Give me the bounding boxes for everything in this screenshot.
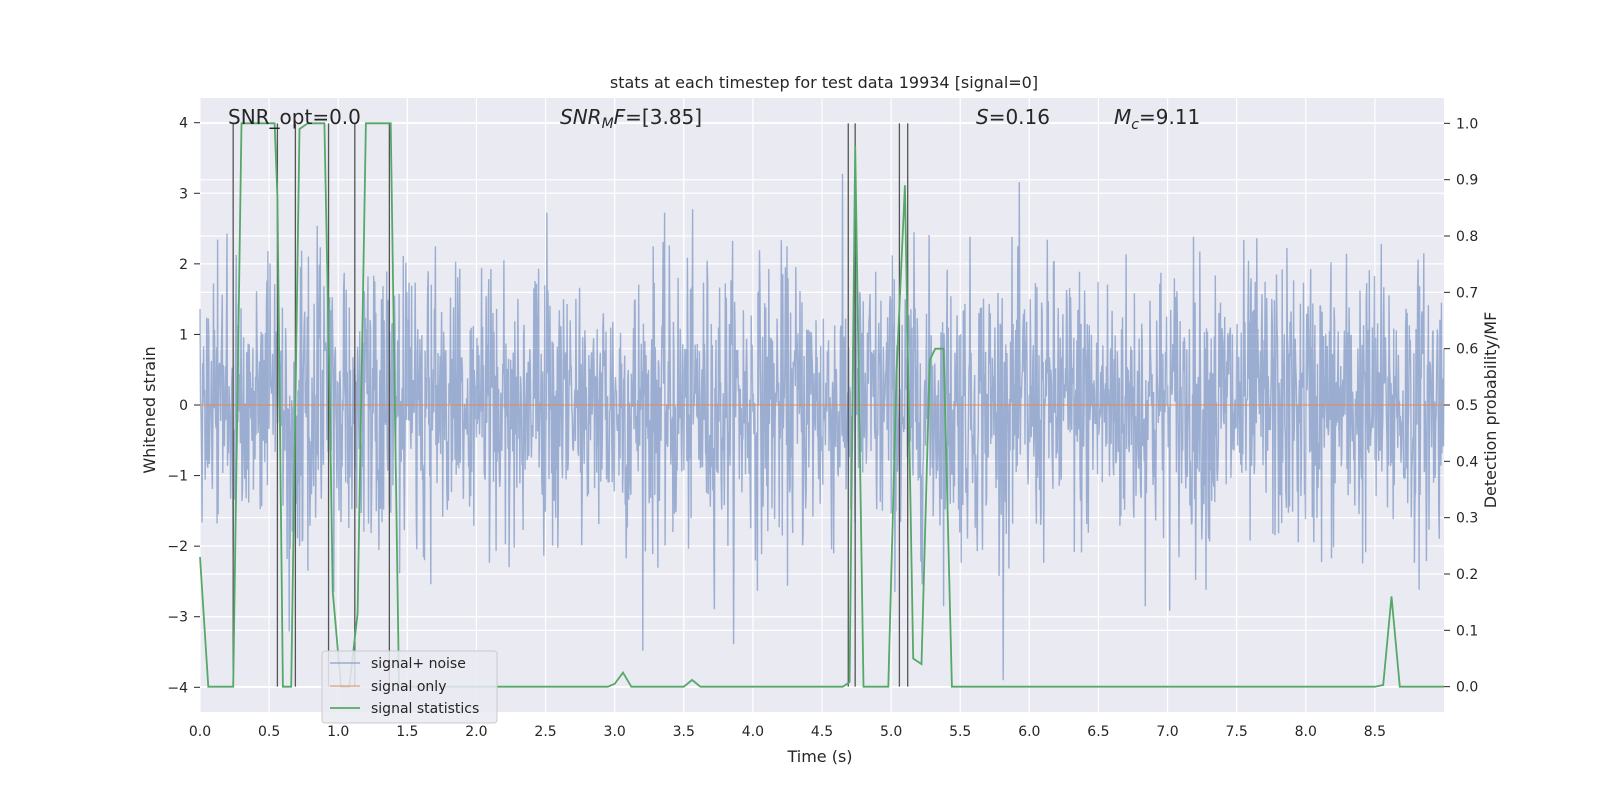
- y2-tick-label: 0.2: [1456, 567, 1478, 583]
- x-tick-label: 2.0: [465, 724, 487, 740]
- x-tick-label: 7.0: [1156, 724, 1178, 740]
- y-tick-label: 0: [179, 398, 188, 414]
- x-tick-label: 6.0: [1018, 724, 1040, 740]
- x-tick-label: 0.0: [189, 724, 211, 740]
- y2-tick-label: 1.0: [1456, 116, 1478, 132]
- y-tick-label: 2: [179, 257, 188, 273]
- y-tick-label: 1: [179, 327, 188, 343]
- y2-tick-label: 0.7: [1456, 285, 1478, 301]
- x-axis-label: Time (s): [786, 747, 852, 766]
- legend-label-signal-only: signal only: [371, 679, 446, 695]
- x-tick-label: 3.5: [673, 724, 695, 740]
- y2-tick-label: 0.0: [1456, 680, 1478, 696]
- annotation-mc: Mc=9.11: [1114, 105, 1200, 133]
- y2-tick-label: 0.8: [1456, 229, 1478, 245]
- signal-plus-noise-line: [199, 173, 1445, 681]
- annotation-snr-opt: SNR_opt=0.0: [228, 105, 361, 129]
- y-tick-label: −2: [167, 539, 188, 555]
- y-tick-label: −1: [167, 469, 188, 485]
- legend: signal+ noise signal only signal statist…: [321, 650, 498, 724]
- x-tick-label: 5.5: [949, 724, 971, 740]
- x-tick-label: 6.5: [1087, 724, 1109, 740]
- y2-axis-label: Detection probability/MF: [1481, 312, 1500, 509]
- y2-axis-ticks: 1.0 0.9 0.8 0.7 0.6 0.5 0.4 0.3 0.2 0.1 0.0: [1444, 116, 1478, 696]
- y-tick-label: −3: [167, 610, 188, 626]
- x-tick-label: 8.5: [1364, 724, 1386, 740]
- x-axis-ticks: 0.0 0.5 1.0 1.5 2.0 2.5 3.0 3.5 4.0 4.5 5.0 5.5 6.0 6…: [189, 724, 1386, 740]
- x-tick-label: 3.0: [604, 724, 626, 740]
- y-axis-ticks: 4 3 2 1 0 −1 −2 −3 −4: [167, 116, 200, 696]
- annotation-s-stat: S=0.16: [976, 105, 1050, 129]
- legend-label-signal-plus-noise: signal+ noise: [371, 656, 466, 672]
- annotation-snr-mf-value: =[3.85]: [625, 105, 702, 129]
- y-tick-label: 4: [179, 116, 188, 132]
- x-tick-label: 0.5: [258, 724, 280, 740]
- svg-text:SNRMF=[3.85]: SNRMF=[3.85]: [560, 105, 702, 132]
- x-tick-label: 4.5: [811, 724, 833, 740]
- y2-tick-label: 0.3: [1456, 511, 1478, 527]
- svg-text:S=0.16: S=0.16: [976, 105, 1050, 129]
- x-tick-label: 7.5: [1226, 724, 1248, 740]
- annotation-s-stat-value: =0.16: [989, 105, 1050, 129]
- annotation-mc-value: =9.11: [1139, 105, 1200, 129]
- y2-tick-label: 0.4: [1456, 454, 1478, 470]
- marker-lines: [232, 123, 909, 687]
- x-tick-label: 2.5: [534, 724, 556, 740]
- x-tick-label: 5.0: [880, 724, 902, 740]
- x-tick-label: 1.5: [396, 724, 418, 740]
- y-tick-label: 3: [179, 186, 188, 202]
- y-axis-label: Whitened strain: [140, 346, 159, 473]
- y2-tick-label: 0.5: [1456, 398, 1478, 414]
- legend-label-signal-statistics: signal statistics: [371, 701, 479, 717]
- series-signal-plus-noise: [199, 173, 1445, 681]
- x-tick-label: 4.0: [742, 724, 764, 740]
- annotation-snr-mf: SNRMF=[3.85]: [560, 105, 702, 132]
- x-tick-label: 1.0: [327, 724, 349, 740]
- y-tick-label: −4: [167, 680, 188, 696]
- svg-text:Mc=9.11: Mc=9.11: [1114, 105, 1200, 133]
- y2-tick-label: 0.1: [1456, 623, 1478, 639]
- y2-tick-label: 0.6: [1456, 342, 1478, 358]
- y2-tick-label: 0.9: [1456, 173, 1478, 189]
- x-tick-label: 8.0: [1295, 724, 1317, 740]
- chart-title: stats at each timestep for test data 199…: [610, 73, 1038, 92]
